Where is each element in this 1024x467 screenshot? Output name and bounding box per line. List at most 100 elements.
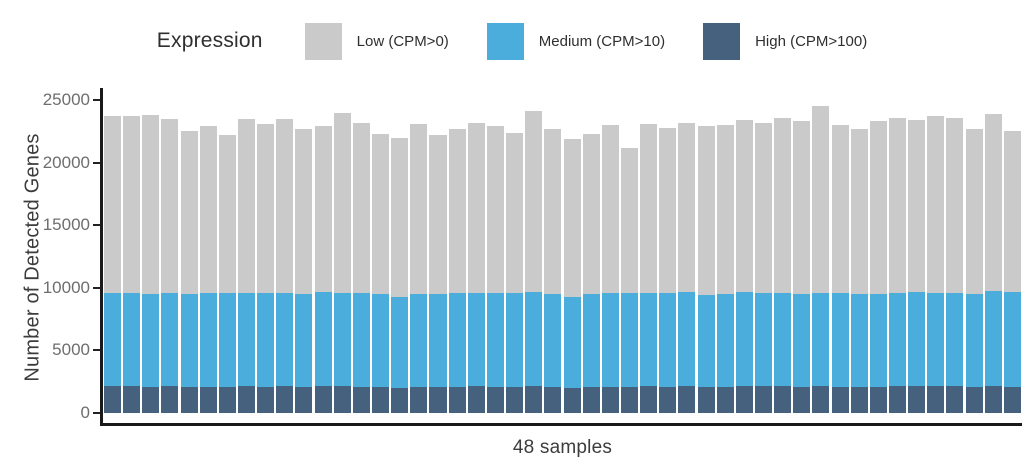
bar-segment-high [869, 386, 887, 413]
sample-bar [410, 123, 428, 413]
bar-segment-high [372, 387, 390, 413]
bar-segment-medium [927, 292, 945, 413]
sample-bar [525, 111, 543, 413]
legend-item-high: High (CPM>100) [703, 22, 867, 60]
bar-segment-high [525, 385, 543, 413]
bar-segment-medium [582, 293, 600, 413]
bar-segment-medium [601, 293, 619, 413]
sample-bar [391, 137, 409, 413]
bar-segment-high [812, 385, 830, 413]
y-tick-mark [93, 161, 100, 164]
sample-bar [257, 123, 275, 413]
bar-segment-high [984, 385, 1002, 413]
bar-segment-medium [333, 292, 351, 413]
bar-segment-high [104, 386, 122, 413]
bar-segment-high [697, 387, 715, 413]
bar-segment-medium [869, 293, 887, 413]
sample-bar [142, 115, 160, 413]
legend-label-low: Low (CPM>0) [356, 32, 449, 50]
sample-bar [869, 121, 887, 413]
sample-bar [238, 118, 256, 413]
sample-bar [104, 116, 122, 413]
bar-segment-medium [352, 293, 370, 413]
bars-container [103, 88, 1022, 423]
bar-segment-medium [544, 294, 562, 413]
bar-segment-medium [506, 293, 524, 413]
legend-swatch-high-icon [703, 22, 741, 60]
sample-bar [448, 128, 466, 413]
y-tick-mark [93, 349, 100, 352]
y-tick-mark [93, 99, 100, 101]
bar-segment-medium [793, 293, 811, 413]
sample-bar [697, 126, 715, 413]
bar-segment-medium [678, 291, 696, 413]
legend-swatch-low-icon [304, 22, 342, 60]
sample-bar [812, 106, 830, 413]
y-tick-mark [93, 286, 100, 289]
sample-bar [659, 127, 677, 413]
sample-bar [601, 125, 619, 413]
bar-segment-high [391, 387, 409, 413]
bar-segment-high [659, 386, 677, 413]
bar-segment-high [180, 387, 198, 413]
bar-segment-high [793, 386, 811, 413]
legend: Expression Low (CPM>0) Medium (CPM>10) H… [0, 18, 1024, 64]
bar-segment-medium [659, 293, 677, 413]
sample-bar [429, 135, 447, 413]
bar-segment-medium [831, 293, 849, 413]
bar-segment-high [582, 387, 600, 413]
bar-segment-high [1003, 386, 1021, 413]
sample-bar [123, 116, 141, 413]
bar-segment-high [754, 386, 772, 413]
sample-bar [984, 113, 1002, 413]
sample-bar [218, 135, 236, 413]
sample-bar [754, 122, 772, 413]
sample-bar [1003, 131, 1021, 413]
sample-bar [161, 118, 179, 413]
bar-segment-high [678, 386, 696, 413]
bar-segment-medium [697, 295, 715, 413]
bar-segment-high [640, 386, 658, 413]
bar-segment-medium [735, 291, 753, 413]
bar-segment-medium [486, 293, 504, 413]
bar-segment-high [927, 386, 945, 413]
bar-segment-high [199, 386, 217, 413]
bar-segment-high [142, 386, 160, 413]
y-tick-label: 0 [80, 403, 90, 422]
sample-bar [295, 128, 313, 413]
y-tick-label: 20000 [42, 152, 90, 172]
bar-segment-medium [372, 293, 390, 413]
legend-item-medium: Medium (CPM>10) [486, 22, 665, 60]
sample-bar [678, 122, 696, 413]
bar-segment-medium [295, 293, 313, 413]
bar-segment-high [544, 387, 562, 413]
bar-segment-medium [429, 293, 447, 413]
bar-segment-medium [218, 293, 236, 413]
sample-bar [620, 147, 638, 413]
bar-segment-medium [908, 291, 926, 413]
bar-segment-high [946, 386, 964, 413]
y-tick-mark [93, 412, 100, 414]
bar-segment-high [333, 386, 351, 413]
bar-segment-high [888, 386, 906, 413]
sample-bar [563, 138, 581, 413]
bar-segment-high [716, 386, 734, 413]
bar-segment-medium [142, 293, 160, 413]
y-tick-mark [93, 224, 100, 227]
sample-bar [486, 126, 504, 413]
legend-title: Expression [156, 29, 263, 52]
sample-bar [927, 116, 945, 413]
bar-segment-medium [774, 292, 792, 413]
sample-bar [946, 117, 964, 413]
bar-segment-medium [888, 293, 906, 413]
bar-segment-high [850, 387, 868, 413]
plot-panel [100, 88, 1022, 426]
sample-bar [352, 122, 370, 413]
bar-segment-high [352, 386, 370, 413]
bar-segment-medium [161, 292, 179, 413]
bar-segment-medium [620, 293, 638, 413]
sample-bar [333, 112, 351, 413]
bar-segment-medium [391, 297, 409, 413]
sample-bar [793, 121, 811, 413]
